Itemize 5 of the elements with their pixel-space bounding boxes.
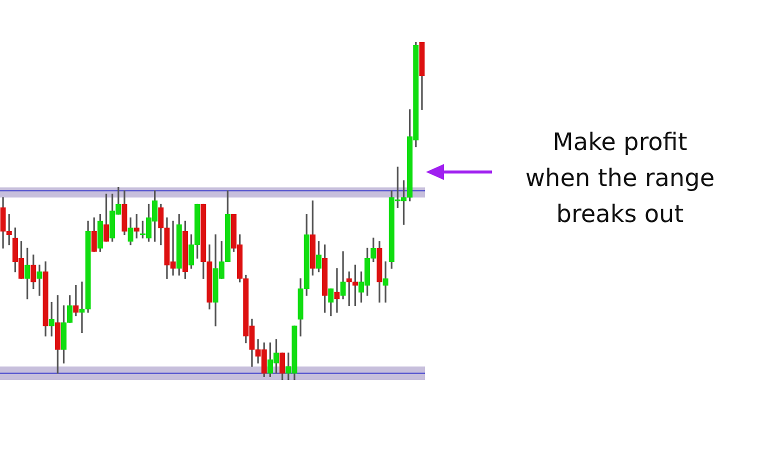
candlestick — [36, 264, 42, 296]
candlestick — [382, 261, 388, 303]
candlestick — [334, 268, 340, 313]
text: Make profit when the range breaks out — [524, 127, 716, 230]
candlestick — [79, 282, 85, 334]
